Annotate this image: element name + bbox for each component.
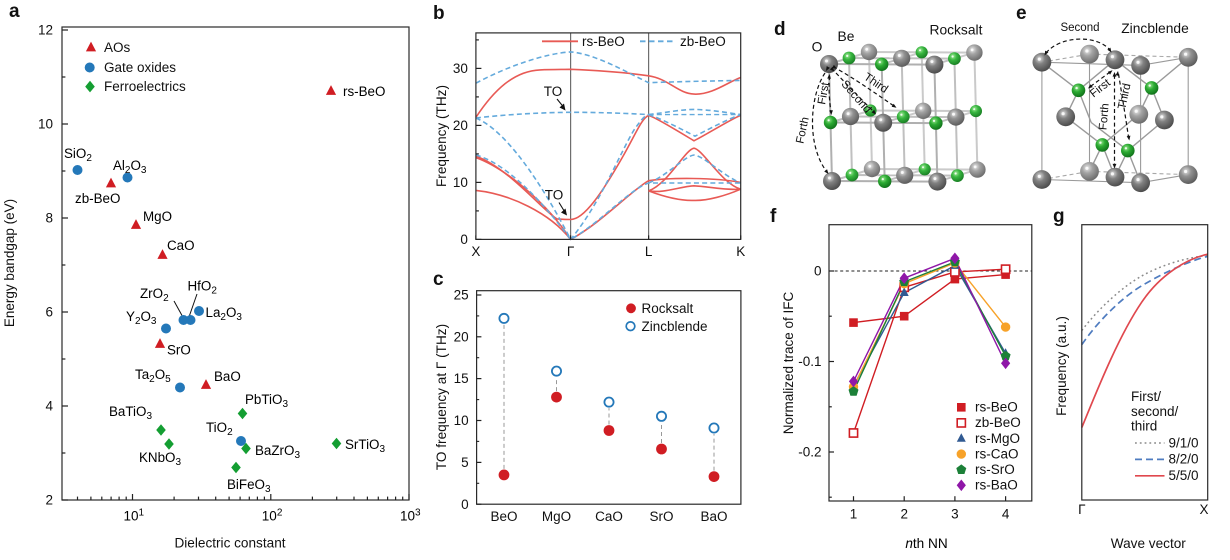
svg-text:4: 4 (1002, 507, 1010, 522)
svg-text:BaO: BaO (700, 509, 727, 524)
svg-text:f: f (770, 206, 777, 227)
svg-text:third: third (1131, 419, 1157, 434)
svg-text:rs-BeO: rs-BeO (343, 84, 385, 99)
svg-text:BaO: BaO (214, 369, 241, 384)
svg-text:Energy bandgap (eV): Energy bandgap (eV) (2, 199, 17, 327)
svg-text:10: 10 (453, 175, 468, 190)
svg-text:second/: second/ (1131, 404, 1179, 419)
svg-text:K: K (736, 244, 745, 259)
svg-text:Frequency (a.u.): Frequency (a.u.) (1054, 316, 1069, 416)
svg-text:20: 20 (454, 329, 469, 344)
svg-text:SrO: SrO (167, 343, 191, 358)
svg-text:Zincblende: Zincblende (1121, 21, 1189, 36)
svg-text:SrTiO3​: SrTiO3​ (345, 437, 385, 455)
svg-text:10: 10 (454, 413, 469, 428)
svg-text:Forth: Forth (794, 116, 811, 145)
svg-text:8/2/0: 8/2/0 (1169, 452, 1199, 467)
svg-text:La2​O3​: La2​O3​ (206, 305, 243, 323)
svg-text:zb-BeO: zb-BeO (975, 415, 1021, 430)
svg-text:O: O (812, 40, 823, 55)
svg-text:First: First (816, 81, 832, 106)
svg-text:TO: TO (545, 187, 564, 202)
svg-text:Be: Be (838, 29, 855, 44)
svg-text:e: e (1016, 3, 1027, 24)
svg-text:Γ: Γ (567, 244, 575, 259)
svg-text:5/5/0: 5/5/0 (1169, 468, 1199, 483)
svg-text:BeO: BeO (490, 509, 517, 524)
svg-text:g: g (1053, 206, 1065, 227)
svg-text:8: 8 (45, 211, 53, 226)
svg-text:Dielectric constant: Dielectric constant (174, 536, 285, 551)
svg-text:Frequency (THz): Frequency (THz) (434, 85, 449, 187)
svg-text:Forth: Forth (1097, 103, 1111, 131)
svg-text:BaZrO3​: BaZrO3​ (255, 443, 300, 461)
svg-text:CaO: CaO (595, 509, 623, 524)
svg-text:5: 5 (461, 455, 469, 470)
svg-text:SrO: SrO (649, 509, 673, 524)
svg-text:X: X (1199, 502, 1208, 517)
svg-text:2: 2 (900, 507, 908, 522)
svg-text:AOs: AOs (104, 40, 131, 55)
svg-text:rs-BeO: rs-BeO (975, 400, 1018, 415)
svg-text:X: X (471, 244, 480, 259)
svg-text:HfO2​: HfO2​ (188, 279, 218, 297)
svg-text:4: 4 (45, 399, 53, 414)
svg-text:Γ: Γ (1078, 502, 1086, 517)
svg-text:Second: Second (1060, 22, 1099, 34)
svg-text:TiO2​: TiO2​ (206, 420, 233, 438)
svg-text:6: 6 (45, 305, 53, 320)
svg-text:SiO2​: SiO2​ (64, 146, 92, 164)
svg-text:1: 1 (850, 507, 858, 522)
svg-text:Rocksalt: Rocksalt (642, 301, 694, 316)
svg-text:25: 25 (454, 288, 469, 303)
svg-text:ZrO2​: ZrO2​ (140, 286, 169, 304)
svg-text:2: 2 (45, 493, 53, 508)
svg-text:rs-BeO: rs-BeO (582, 34, 625, 49)
svg-text:Rocksalt: Rocksalt (930, 23, 983, 38)
svg-text:CaO: CaO (167, 238, 195, 253)
svg-text:Y2​O3​: Y2​O3​ (126, 309, 157, 327)
svg-text:b: b (433, 3, 445, 24)
svg-text:nth NN: nth NN (905, 536, 947, 551)
svg-text:10: 10 (38, 117, 53, 132)
svg-text:15: 15 (454, 371, 469, 386)
svg-text:9/1/0: 9/1/0 (1169, 435, 1199, 450)
svg-text:0: 0 (461, 497, 469, 512)
svg-text:TO frequency at Γ (THz): TO frequency at Γ (THz) (434, 324, 449, 470)
svg-text:c: c (433, 269, 444, 290)
svg-text:First/: First/ (1131, 389, 1161, 404)
svg-text:BaTiO3​: BaTiO3​ (109, 404, 152, 422)
svg-text:Ferroelectrics: Ferroelectrics (104, 79, 186, 94)
svg-text:a: a (9, 1, 20, 22)
svg-text:Third: Third (1116, 82, 1133, 110)
svg-text:PbTiO3​: PbTiO3​ (245, 392, 288, 410)
svg-text:Gate oxides: Gate oxides (104, 60, 176, 75)
svg-text:BiFeO3​: BiFeO3​ (227, 477, 271, 495)
svg-text:Zincblende: Zincblende (642, 319, 708, 334)
svg-text:L: L (645, 244, 653, 259)
svg-text:rs-SrO: rs-SrO (975, 462, 1015, 477)
svg-text:Wave vector: Wave vector (1111, 536, 1187, 551)
svg-text:20: 20 (453, 118, 468, 133)
svg-text:rs-MgO: rs-MgO (975, 431, 1020, 446)
svg-text:Ta2​O5​: Ta2​O5​ (135, 367, 171, 385)
svg-text:rs-CaO: rs-CaO (975, 446, 1019, 461)
svg-text:zb-BeO: zb-BeO (75, 191, 120, 206)
svg-text:-0.2: -0.2 (798, 445, 821, 460)
svg-text:0: 0 (814, 264, 822, 279)
svg-text:0: 0 (460, 232, 468, 247)
svg-text:Normalized trace of IFC: Normalized trace of IFC (781, 291, 796, 434)
svg-text:TO: TO (544, 84, 563, 99)
svg-text:zb-BeO: zb-BeO (680, 34, 726, 49)
svg-text:d: d (774, 19, 786, 40)
svg-text:3: 3 (951, 507, 959, 522)
svg-text:rs-BaO: rs-BaO (975, 478, 1018, 493)
svg-text:12: 12 (38, 23, 53, 38)
svg-text:-0.1: -0.1 (798, 354, 821, 369)
svg-text:MgO: MgO (143, 209, 172, 224)
svg-text:Al2​O3​: Al2​O3​ (113, 158, 147, 176)
svg-text:KNbO3​: KNbO3​ (139, 450, 181, 468)
svg-text:30: 30 (453, 61, 468, 76)
svg-text:MgO: MgO (542, 509, 571, 524)
